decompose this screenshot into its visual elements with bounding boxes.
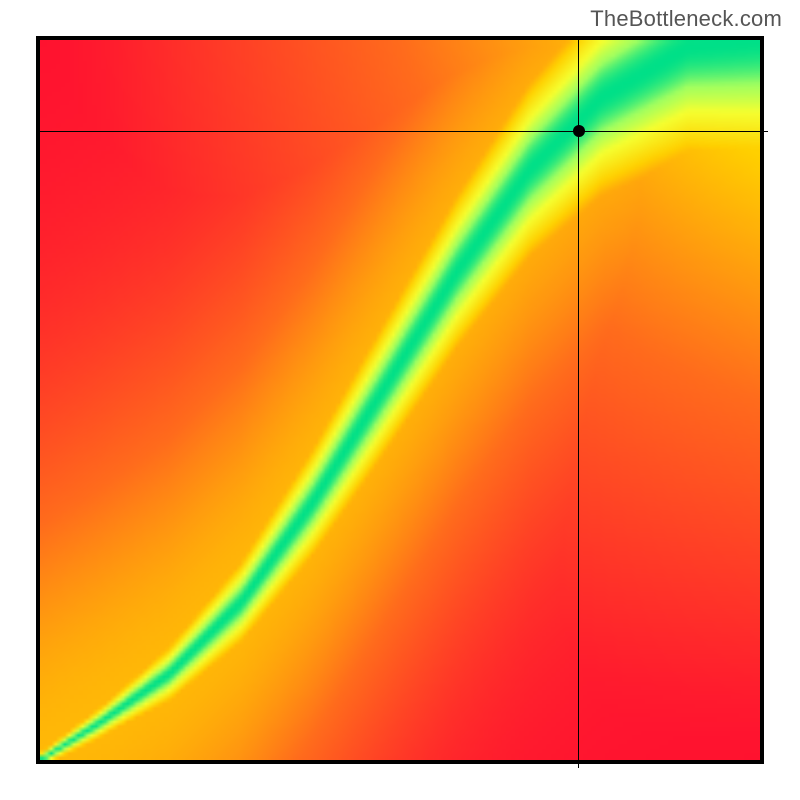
selection-marker <box>573 125 585 137</box>
crosshair-horizontal <box>40 131 768 132</box>
bottleneck-heatmap <box>40 40 760 760</box>
crosshair-vertical <box>578 40 579 768</box>
plot-frame <box>36 36 764 764</box>
watermark-text: TheBottleneck.com <box>590 6 782 32</box>
